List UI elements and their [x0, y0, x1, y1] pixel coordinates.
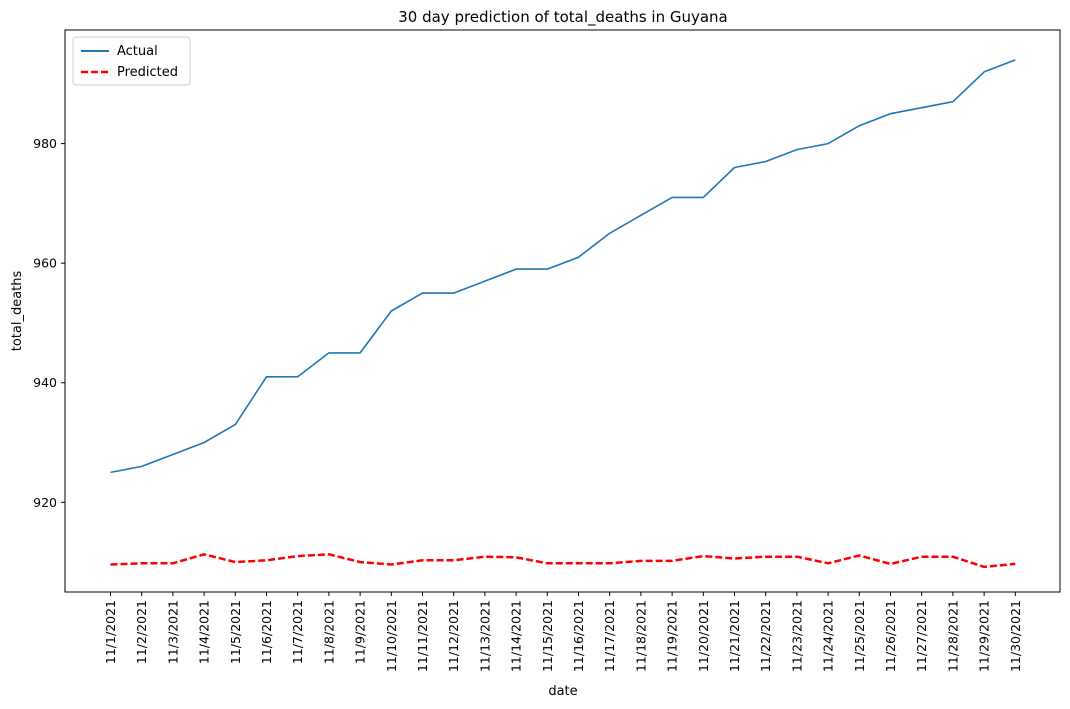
x-tick-label: 11/10/2021 — [384, 600, 399, 672]
series-line-actual — [110, 59, 1016, 474]
x-tick-label: 11/18/2021 — [633, 600, 648, 672]
series-line-predicted — [110, 553, 1016, 569]
x-tick-label: 11/29/2021 — [977, 600, 992, 672]
x-tick-label: 11/19/2021 — [665, 600, 680, 672]
x-tick-label: 11/7/2021 — [290, 600, 305, 664]
legend: Actual Predicted — [72, 36, 191, 86]
x-axis: 11/1/2021 11/2/2021 11/3/2021 11/4/2021 11/5… — [103, 592, 1023, 672]
x-tick-label: 11/23/2021 — [789, 600, 804, 672]
x-tick-label: 11/15/2021 — [540, 600, 555, 672]
x-tick-label: 11/1/2021 — [103, 600, 118, 664]
y-tick-label: 980 — [33, 136, 57, 151]
x-tick-label: 11/13/2021 — [477, 600, 492, 672]
x-tick-label: 11/6/2021 — [259, 600, 274, 664]
x-tick-label: 11/12/2021 — [446, 600, 461, 672]
x-tick-label: 11/16/2021 — [571, 600, 586, 672]
legend-label-actual: Actual — [117, 44, 158, 59]
y-tick-label: 920 — [33, 495, 57, 510]
x-tick-label: 11/9/2021 — [353, 600, 368, 664]
series-layer — [110, 59, 1016, 569]
x-tick-label: 11/4/2021 — [197, 600, 212, 664]
y-tick-label: 940 — [33, 375, 57, 390]
x-tick-label: 11/22/2021 — [758, 600, 773, 672]
x-tick-label: 11/17/2021 — [602, 600, 617, 672]
x-tick-label: 11/11/2021 — [415, 600, 430, 672]
y-axis: 920 940 960 980 — [33, 136, 65, 510]
chart-title: 30 day prediction of total_deaths in Guy… — [398, 8, 728, 27]
x-tick-label: 11/2/2021 — [134, 600, 149, 664]
y-tick-label: 960 — [33, 256, 57, 271]
x-tick-label: 11/5/2021 — [228, 600, 243, 664]
plot-area — [64, 29, 1061, 593]
x-tick-label: 11/8/2021 — [321, 600, 336, 664]
x-tick-label: 11/28/2021 — [945, 600, 960, 672]
x-tick-label: 11/30/2021 — [1008, 600, 1023, 672]
x-tick-label: 11/21/2021 — [727, 600, 742, 672]
x-tick-label: 11/20/2021 — [696, 600, 711, 672]
x-tick-label: 11/3/2021 — [165, 600, 180, 664]
x-tick-label: 11/25/2021 — [852, 600, 867, 672]
x-tick-label: 11/14/2021 — [509, 600, 524, 672]
x-tick-label: 11/27/2021 — [914, 600, 929, 672]
x-axis-label: date — [548, 684, 577, 699]
y-axis-label: total_deaths — [10, 271, 25, 352]
x-tick-label: 11/26/2021 — [883, 600, 898, 672]
x-tick-label: 11/24/2021 — [821, 600, 836, 672]
legend-label-predicted: Predicted — [117, 65, 178, 80]
